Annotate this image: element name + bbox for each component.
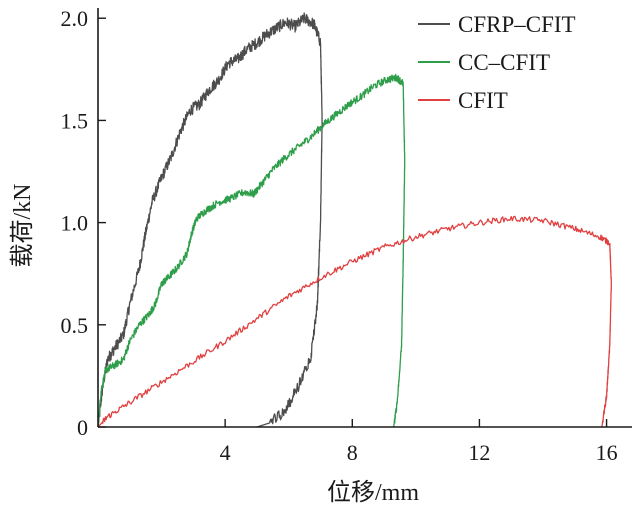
y-tick-label: 0.5 [61, 313, 89, 338]
series-line-1 [97, 12, 323, 428]
axes-layer: 4 8 12 16 0 0.5 1.0 1.5 2.0 [61, 6, 632, 465]
y-tick-label: 1.0 [61, 211, 89, 236]
x-tick-label: 12 [468, 440, 490, 465]
y-tick-label: 1.5 [61, 108, 89, 133]
legend: CFRP–CFIT CC–CFIT CFIT [418, 12, 576, 113]
series-layer [97, 12, 612, 428]
x-tick-label: 16 [596, 440, 618, 465]
y-axis-label: 载荷/kN [9, 184, 36, 268]
legend-label-2: CC–CFIT [458, 50, 550, 75]
legend-label-1: CFRP–CFIT [458, 12, 576, 37]
series-line-3 [97, 215, 612, 428]
x-tick-label: 4 [220, 440, 231, 465]
x-axis-label: 位移/mm [327, 479, 419, 506]
y-tick-label: 0 [77, 415, 88, 440]
x-tick-label: 8 [347, 440, 358, 465]
series-line-2 [97, 73, 406, 428]
y-tick-label: 2.0 [61, 6, 89, 31]
legend-label-3: CFIT [458, 88, 508, 113]
